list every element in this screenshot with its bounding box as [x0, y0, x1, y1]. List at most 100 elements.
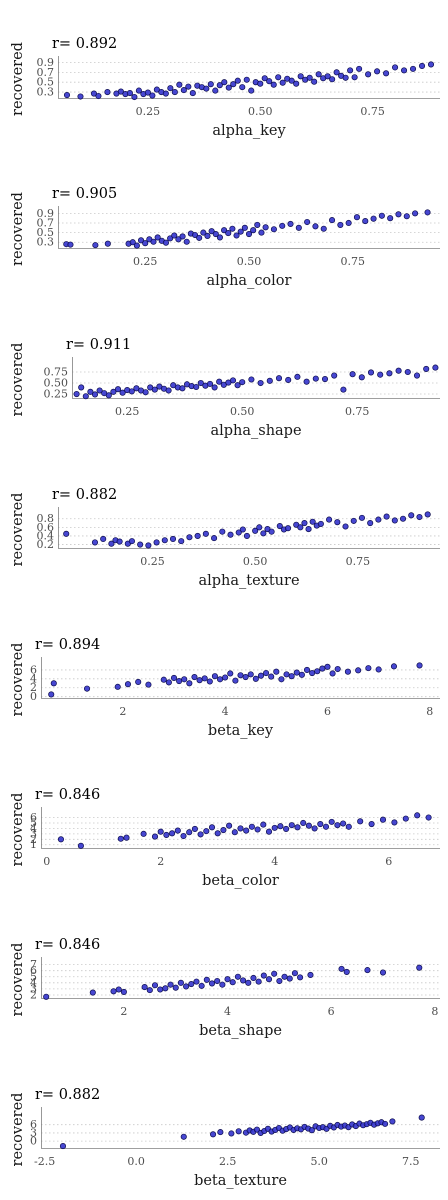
- data-point: [135, 678, 142, 686]
- data-point: [261, 75, 268, 82]
- y-tick-label: 0.75: [44, 366, 69, 379]
- data-point: [383, 513, 390, 520]
- data-point: [234, 382, 241, 389]
- data-point: [208, 228, 215, 235]
- data-point: [211, 384, 218, 391]
- data-point: [260, 530, 267, 537]
- x-axis-title: alpha_key: [212, 123, 286, 139]
- data-point: [408, 512, 415, 519]
- data-point: [230, 81, 237, 88]
- data-point: [329, 670, 336, 677]
- data-point: [293, 80, 300, 87]
- panel-title: r= 0.892: [52, 36, 117, 52]
- data-point: [63, 530, 70, 537]
- y-tick-label: 0.5: [37, 226, 55, 239]
- data-point: [262, 224, 269, 231]
- data-point: [248, 87, 255, 94]
- data-point: [196, 677, 203, 684]
- data-point: [425, 814, 432, 821]
- data-point: [171, 232, 178, 239]
- x-tick-label: 0.75: [341, 255, 366, 268]
- data-point: [202, 530, 209, 537]
- data-point: [234, 973, 241, 980]
- data-point: [295, 224, 302, 231]
- data-point: [178, 538, 185, 545]
- data-point: [219, 981, 226, 988]
- data-point: [216, 82, 223, 89]
- data-point: [63, 91, 71, 99]
- data-point: [255, 978, 262, 985]
- x-tick-label: 7.5: [402, 1155, 420, 1168]
- x-tick-label: 0.25: [136, 105, 161, 118]
- y-axis-title: recovered: [10, 943, 26, 1017]
- data-point: [263, 669, 270, 677]
- data-point: [67, 241, 74, 248]
- y-tick-label: 7: [30, 958, 37, 971]
- data-point: [367, 519, 374, 527]
- data-point: [110, 988, 117, 995]
- data-point: [279, 222, 286, 229]
- data-point: [126, 90, 133, 97]
- data-point: [114, 683, 121, 690]
- data-point: [270, 226, 277, 233]
- data-point: [276, 977, 283, 985]
- data-point: [239, 526, 246, 533]
- data-point: [260, 972, 267, 979]
- data-point: [424, 511, 431, 518]
- data-point: [248, 823, 255, 830]
- data-point: [303, 666, 311, 673]
- data-point: [160, 676, 167, 683]
- y-tick-label: 0.7: [37, 216, 55, 229]
- data-point: [200, 229, 207, 236]
- y-tick-label: 4: [30, 822, 37, 835]
- data-point: [135, 87, 142, 94]
- data-point: [229, 377, 237, 384]
- data-point: [208, 980, 216, 987]
- data-point: [216, 378, 223, 385]
- data-point: [337, 221, 344, 228]
- data-point: [357, 818, 364, 825]
- data-point: [48, 691, 55, 698]
- data-point: [90, 90, 98, 97]
- data-point: [179, 385, 186, 392]
- data-point: [414, 812, 421, 819]
- data-point: [212, 87, 219, 94]
- data-point: [151, 833, 159, 840]
- data-point: [206, 678, 213, 685]
- data-point: [404, 368, 411, 376]
- data-point: [221, 227, 228, 234]
- data-point: [288, 77, 295, 84]
- data-point: [117, 835, 124, 842]
- data-point: [275, 375, 283, 382]
- data-point: [145, 681, 152, 688]
- data-point: [268, 673, 275, 680]
- x-tick-label: 0.25: [115, 405, 140, 418]
- data-point: [216, 676, 224, 683]
- data-point: [128, 388, 135, 395]
- data-point: [175, 236, 182, 243]
- data-point: [344, 668, 351, 675]
- data-point: [291, 970, 298, 977]
- data-point: [146, 987, 153, 994]
- data-point: [151, 982, 159, 989]
- data-point: [165, 387, 172, 394]
- data-point: [314, 668, 321, 675]
- data-point: [57, 836, 65, 843]
- x-axis-title: beta_shape: [199, 1023, 282, 1039]
- data-point: [271, 970, 278, 977]
- data-point: [277, 823, 284, 830]
- data-point: [345, 219, 352, 227]
- data-point: [235, 529, 242, 536]
- data-point: [150, 238, 157, 245]
- y-tick-label: 0.3: [37, 236, 55, 249]
- data-point: [300, 819, 307, 827]
- data-point: [163, 831, 170, 838]
- x-tick-label: 0.75: [360, 105, 385, 118]
- data-point: [281, 973, 288, 980]
- data-point: [104, 89, 111, 96]
- data-point: [427, 61, 435, 68]
- data-point: [174, 827, 181, 834]
- data-point: [180, 87, 187, 94]
- data-point: [245, 231, 253, 238]
- data-point: [229, 979, 236, 986]
